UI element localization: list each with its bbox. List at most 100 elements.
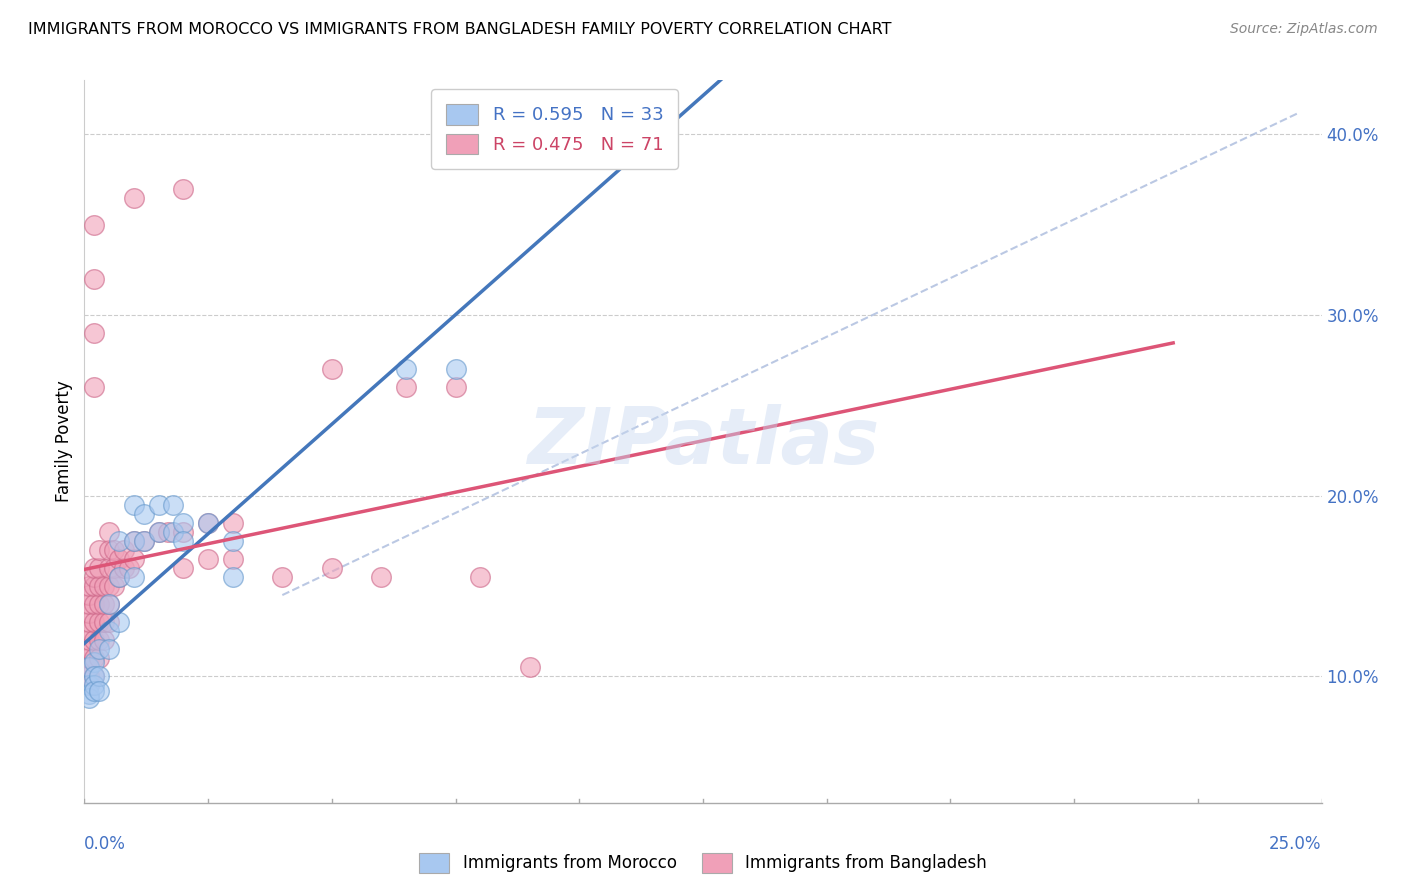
Text: Source: ZipAtlas.com: Source: ZipAtlas.com (1230, 22, 1378, 37)
Point (122, 533, 145, 548)
Point (89, 651, 111, 665)
Point (83, 218, 105, 232)
Point (83, 380, 105, 394)
Point (89, 579, 111, 593)
Point (197, 516, 219, 530)
Point (172, 524, 194, 539)
Point (370, 570, 392, 584)
Point (321, 362, 343, 376)
Point (98, 624, 121, 639)
Point (470, 570, 492, 584)
Point (122, 533, 145, 548)
Point (108, 570, 131, 584)
Point (89, 542, 111, 557)
Point (79, 642, 101, 657)
Point (132, 533, 155, 548)
Point (271, 570, 294, 584)
Point (108, 533, 131, 548)
Point (79, 691, 101, 706)
Point (122, 570, 145, 584)
Point (222, 516, 245, 530)
Point (112, 561, 135, 575)
Point (148, 524, 170, 539)
Point (321, 561, 343, 575)
Point (83, 633, 105, 648)
Point (89, 683, 111, 698)
Point (172, 182, 194, 196)
Point (79, 597, 101, 611)
Point (172, 533, 194, 548)
Point (83, 597, 105, 611)
Point (118, 561, 141, 575)
Point (98, 615, 121, 630)
Point (79, 660, 101, 674)
Point (89, 561, 111, 575)
Point (162, 498, 184, 512)
Point (79, 588, 101, 602)
Point (79, 579, 101, 593)
Point (444, 362, 467, 376)
Point (395, 362, 418, 376)
Point (98, 561, 121, 575)
Point (98, 524, 121, 539)
Legend: Immigrants from Morocco, Immigrants from Bangladesh: Immigrants from Morocco, Immigrants from… (412, 847, 994, 880)
Point (93, 597, 115, 611)
Point (148, 498, 170, 512)
Point (79, 687, 101, 701)
Point (79, 624, 101, 639)
Point (98, 542, 121, 557)
Point (519, 660, 541, 674)
Text: 0.0%: 0.0% (84, 835, 127, 854)
Point (157, 524, 180, 539)
Point (79, 660, 101, 674)
Point (79, 633, 101, 648)
Point (395, 380, 418, 394)
Point (132, 507, 155, 521)
Point (103, 579, 125, 593)
Point (122, 498, 145, 512)
Point (83, 326, 105, 341)
Point (89, 633, 111, 648)
Point (132, 533, 155, 548)
Point (108, 552, 131, 566)
Point (103, 542, 125, 557)
Point (93, 615, 115, 630)
Point (222, 552, 245, 566)
Point (83, 655, 105, 669)
Legend: R = 0.595   N = 33, R = 0.475   N = 71: R = 0.595 N = 33, R = 0.475 N = 71 (432, 89, 678, 169)
Point (222, 570, 245, 584)
Point (83, 678, 105, 692)
Point (89, 597, 111, 611)
Point (93, 633, 115, 648)
Point (197, 516, 219, 530)
Point (122, 191, 145, 205)
Point (108, 615, 131, 630)
Point (83, 615, 105, 630)
Point (83, 669, 105, 683)
Point (79, 678, 101, 692)
Point (112, 542, 135, 557)
Point (103, 561, 125, 575)
Point (98, 597, 121, 611)
Point (172, 561, 194, 575)
Point (79, 606, 101, 620)
Point (162, 524, 184, 539)
Point (79, 669, 101, 683)
Y-axis label: Family Poverty: Family Poverty (55, 381, 73, 502)
Point (98, 597, 121, 611)
Point (122, 552, 145, 566)
Point (83, 651, 105, 665)
Point (83, 570, 105, 584)
Point (172, 516, 194, 530)
Point (83, 272, 105, 286)
Point (444, 380, 467, 394)
Point (108, 570, 131, 584)
Point (148, 524, 170, 539)
Text: 25.0%: 25.0% (1270, 835, 1322, 854)
Point (89, 642, 111, 657)
Point (83, 579, 105, 593)
Point (93, 579, 115, 593)
Point (79, 651, 101, 665)
Point (83, 561, 105, 575)
Text: ZIPatlas: ZIPatlas (527, 403, 879, 480)
